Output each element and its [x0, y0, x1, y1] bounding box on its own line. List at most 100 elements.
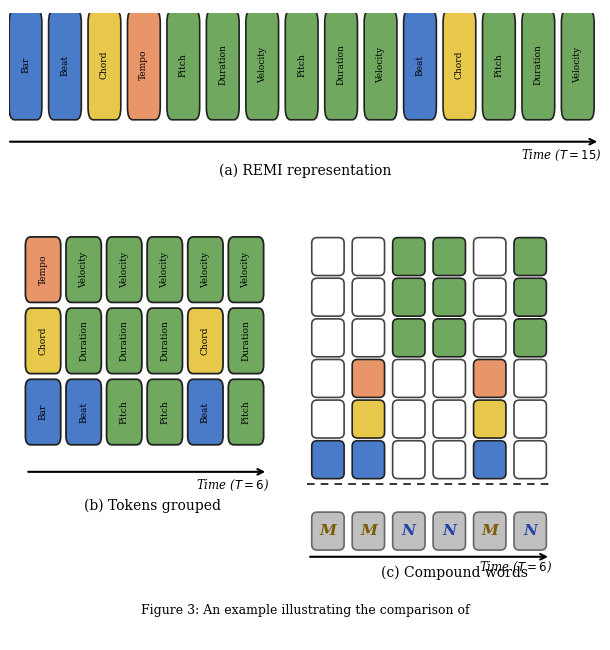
- Text: (c) Compound words: (c) Compound words: [381, 566, 528, 580]
- FancyBboxPatch shape: [26, 380, 61, 445]
- FancyBboxPatch shape: [147, 380, 182, 445]
- Text: Beat: Beat: [201, 402, 210, 422]
- FancyBboxPatch shape: [393, 512, 425, 550]
- FancyBboxPatch shape: [514, 319, 547, 357]
- FancyBboxPatch shape: [26, 237, 61, 302]
- Text: Velocity: Velocity: [242, 252, 251, 288]
- FancyBboxPatch shape: [147, 308, 182, 374]
- FancyBboxPatch shape: [66, 380, 101, 445]
- Text: Bar: Bar: [21, 57, 30, 73]
- FancyBboxPatch shape: [107, 237, 142, 302]
- FancyBboxPatch shape: [188, 308, 223, 374]
- FancyBboxPatch shape: [312, 238, 344, 276]
- FancyBboxPatch shape: [393, 238, 425, 276]
- FancyBboxPatch shape: [433, 319, 465, 357]
- Text: Figure 3: An example illustrating the comparison of: Figure 3: An example illustrating the co…: [141, 604, 469, 617]
- Text: Velocity: Velocity: [79, 252, 88, 288]
- Text: M: M: [481, 524, 498, 538]
- FancyBboxPatch shape: [433, 512, 465, 550]
- FancyBboxPatch shape: [228, 237, 264, 302]
- FancyBboxPatch shape: [433, 238, 465, 276]
- Text: Velocity: Velocity: [376, 47, 385, 83]
- FancyBboxPatch shape: [88, 10, 121, 120]
- FancyBboxPatch shape: [107, 308, 142, 374]
- FancyBboxPatch shape: [514, 359, 547, 397]
- Text: Pitch: Pitch: [242, 400, 251, 424]
- Text: M: M: [360, 524, 377, 538]
- FancyBboxPatch shape: [473, 359, 506, 397]
- FancyBboxPatch shape: [312, 359, 344, 397]
- FancyBboxPatch shape: [352, 319, 384, 357]
- FancyBboxPatch shape: [312, 512, 344, 550]
- Text: Pitch: Pitch: [120, 400, 129, 424]
- Text: Beat: Beat: [415, 55, 425, 75]
- FancyBboxPatch shape: [352, 441, 384, 478]
- Text: Velocity: Velocity: [257, 47, 267, 83]
- FancyBboxPatch shape: [393, 441, 425, 478]
- FancyBboxPatch shape: [352, 359, 384, 397]
- FancyBboxPatch shape: [228, 380, 264, 445]
- FancyBboxPatch shape: [352, 400, 384, 438]
- Text: Pitch: Pitch: [179, 53, 188, 77]
- Text: (a) REMI representation: (a) REMI representation: [219, 163, 391, 178]
- Text: Tempo: Tempo: [38, 254, 48, 285]
- FancyBboxPatch shape: [26, 308, 61, 374]
- FancyBboxPatch shape: [433, 441, 465, 478]
- FancyBboxPatch shape: [561, 10, 594, 120]
- Text: Chord: Chord: [100, 51, 109, 79]
- FancyBboxPatch shape: [393, 278, 425, 316]
- FancyBboxPatch shape: [325, 10, 357, 120]
- Text: Beat: Beat: [60, 55, 70, 75]
- FancyBboxPatch shape: [352, 278, 384, 316]
- FancyBboxPatch shape: [473, 278, 506, 316]
- Text: Beat: Beat: [79, 402, 88, 422]
- Text: M: M: [320, 524, 336, 538]
- Text: N: N: [523, 524, 537, 538]
- Text: N: N: [442, 524, 456, 538]
- FancyBboxPatch shape: [514, 512, 547, 550]
- FancyBboxPatch shape: [312, 278, 344, 316]
- Text: Velocity: Velocity: [120, 252, 129, 288]
- Text: Pitch: Pitch: [160, 400, 170, 424]
- FancyBboxPatch shape: [473, 441, 506, 478]
- FancyBboxPatch shape: [188, 380, 223, 445]
- Text: Duration: Duration: [337, 44, 346, 85]
- FancyBboxPatch shape: [433, 400, 465, 438]
- Text: Time ($T=15$): Time ($T=15$): [520, 148, 601, 163]
- Text: Velocity: Velocity: [573, 47, 583, 83]
- FancyBboxPatch shape: [473, 319, 506, 357]
- FancyBboxPatch shape: [514, 278, 547, 316]
- Text: Duration: Duration: [160, 320, 170, 361]
- FancyBboxPatch shape: [127, 10, 160, 120]
- Text: Duration: Duration: [79, 320, 88, 361]
- Text: N: N: [402, 524, 416, 538]
- FancyBboxPatch shape: [352, 238, 384, 276]
- Text: Duration: Duration: [120, 320, 129, 361]
- Text: Duration: Duration: [534, 44, 543, 85]
- Text: Time ($T=6$): Time ($T=6$): [196, 478, 269, 493]
- Text: Velocity: Velocity: [160, 252, 170, 288]
- FancyBboxPatch shape: [483, 10, 515, 120]
- FancyBboxPatch shape: [312, 400, 344, 438]
- FancyBboxPatch shape: [514, 238, 547, 276]
- Text: Tempo: Tempo: [139, 49, 148, 80]
- Text: Bar: Bar: [38, 404, 48, 421]
- Text: Duration: Duration: [218, 44, 228, 85]
- FancyBboxPatch shape: [206, 10, 239, 120]
- Text: Duration: Duration: [242, 320, 251, 361]
- FancyBboxPatch shape: [404, 10, 436, 120]
- Text: Chord: Chord: [455, 51, 464, 79]
- Text: Chord: Chord: [201, 327, 210, 355]
- FancyBboxPatch shape: [285, 10, 318, 120]
- FancyBboxPatch shape: [312, 441, 344, 478]
- FancyBboxPatch shape: [312, 319, 344, 357]
- FancyBboxPatch shape: [188, 237, 223, 302]
- FancyBboxPatch shape: [49, 10, 81, 120]
- FancyBboxPatch shape: [473, 400, 506, 438]
- FancyBboxPatch shape: [433, 359, 465, 397]
- Text: Chord: Chord: [38, 327, 48, 355]
- FancyBboxPatch shape: [514, 441, 547, 478]
- Text: Pitch: Pitch: [494, 53, 503, 77]
- FancyBboxPatch shape: [473, 512, 506, 550]
- FancyBboxPatch shape: [107, 380, 142, 445]
